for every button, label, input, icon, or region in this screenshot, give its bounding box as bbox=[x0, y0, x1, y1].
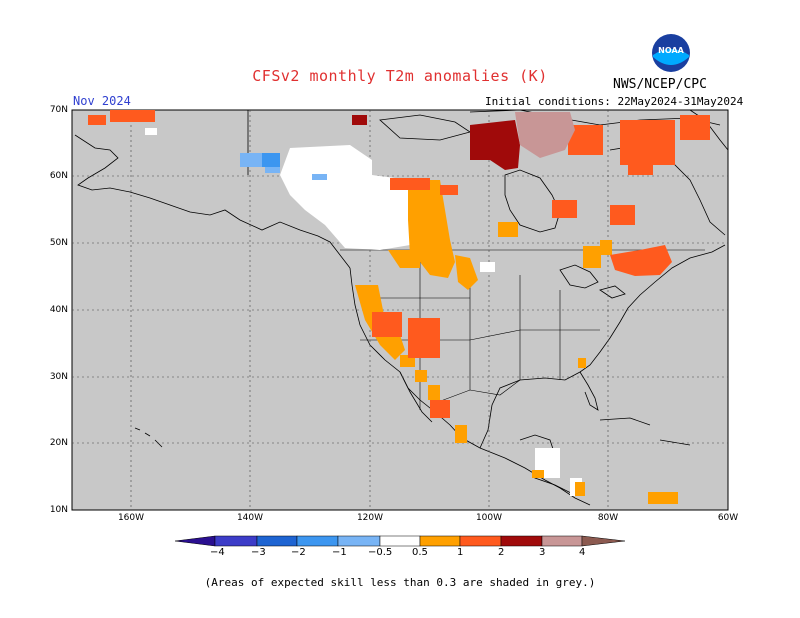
lat-label: 40N bbox=[49, 305, 68, 315]
warm-anomaly bbox=[600, 240, 612, 255]
cool-anomaly bbox=[240, 153, 262, 167]
warm-anomaly bbox=[430, 400, 450, 418]
warm-anomaly bbox=[455, 425, 467, 443]
warm-anomaly bbox=[610, 205, 635, 225]
cool-anomaly bbox=[312, 174, 327, 180]
warm-anomaly bbox=[408, 318, 440, 358]
near-normal-region bbox=[480, 262, 495, 272]
colorbar-bin bbox=[379, 535, 421, 547]
lon-label: 120W bbox=[356, 513, 384, 523]
warm-anomaly bbox=[415, 370, 427, 382]
warm-anomaly bbox=[628, 160, 653, 175]
warm-anomaly bbox=[428, 385, 440, 400]
colorbar-bin bbox=[256, 535, 298, 547]
near-normal-region bbox=[280, 145, 410, 250]
skill-note: (Areas of expected skill less than 0.3 a… bbox=[204, 576, 596, 589]
logo-text: NOAA bbox=[658, 46, 684, 55]
lat-label: 70N bbox=[49, 105, 68, 115]
warm-anomaly bbox=[680, 115, 710, 140]
warm-anomaly bbox=[388, 250, 420, 268]
warm-anomaly bbox=[578, 358, 586, 368]
warm-anomaly bbox=[88, 115, 106, 125]
lon-label: 100W bbox=[475, 513, 503, 523]
colorbar-bin bbox=[541, 535, 583, 547]
warm-anomaly bbox=[575, 482, 585, 496]
warm-anomaly bbox=[372, 312, 402, 337]
colorbar-bin bbox=[500, 535, 543, 547]
colorbar-bin bbox=[296, 535, 339, 547]
lat-label: 50N bbox=[49, 238, 68, 248]
initial-conditions: Initial conditions: 22May2024-31May2024 bbox=[485, 95, 744, 108]
colorbar-label: 3 bbox=[539, 547, 546, 558]
forecast-month: Nov 2024 bbox=[73, 94, 131, 108]
lon-label: 160W bbox=[117, 513, 145, 523]
warm-anomaly bbox=[455, 255, 478, 290]
lon-label: 60W bbox=[717, 513, 739, 523]
warm-anomaly bbox=[440, 185, 458, 195]
colorbar-bin bbox=[214, 535, 258, 547]
warm-anomaly bbox=[515, 112, 575, 158]
warm-anomaly bbox=[532, 470, 544, 478]
map-title: CFSv2 monthly T2m anomalies (K) bbox=[252, 67, 548, 85]
lon-label: 80W bbox=[597, 513, 619, 523]
colorbar-label: 2 bbox=[498, 547, 505, 558]
lat-label: 20N bbox=[49, 438, 68, 448]
warm-anomaly bbox=[390, 178, 430, 190]
lon-label: 140W bbox=[236, 513, 264, 523]
colorbar-label: −1 bbox=[332, 547, 347, 558]
colorbar-label: 0.5 bbox=[412, 547, 428, 558]
lat-label: 10N bbox=[49, 505, 68, 515]
colorbar-bin bbox=[337, 535, 381, 547]
agency-label: NWS/NCEP/CPC bbox=[613, 77, 707, 92]
warm-anomaly bbox=[610, 245, 672, 276]
colorbar-label: 1 bbox=[457, 547, 464, 558]
colorbar bbox=[174, 535, 626, 547]
cool-anomaly bbox=[262, 153, 280, 167]
colorbar-bin bbox=[419, 535, 461, 547]
warm-anomaly bbox=[352, 115, 367, 125]
warm-anomaly bbox=[552, 200, 577, 218]
colorbar-label: 4 bbox=[579, 547, 586, 558]
colorbar-label: −0.5 bbox=[368, 547, 393, 558]
colorbar-label: −4 bbox=[210, 547, 225, 558]
colorbar-bin bbox=[459, 535, 502, 547]
lat-label: 60N bbox=[49, 171, 68, 181]
cool-anomaly bbox=[265, 167, 280, 173]
near-normal-region bbox=[145, 128, 157, 135]
warm-anomaly bbox=[498, 222, 518, 237]
anomaly-patches bbox=[88, 110, 710, 504]
lat-label: 30N bbox=[49, 372, 68, 382]
warm-anomaly bbox=[110, 110, 155, 122]
colorbar-label: −3 bbox=[251, 547, 266, 558]
warm-anomaly bbox=[648, 492, 678, 504]
warm-anomaly bbox=[620, 120, 675, 165]
colorbar-arrow-high bbox=[581, 535, 626, 547]
noaa-logo-icon: NOAA bbox=[652, 34, 690, 72]
colorbar-label: −2 bbox=[291, 547, 306, 558]
warm-anomaly bbox=[470, 120, 520, 170]
warm-anomaly bbox=[583, 246, 601, 268]
colorbar-arrow-low bbox=[174, 535, 216, 547]
